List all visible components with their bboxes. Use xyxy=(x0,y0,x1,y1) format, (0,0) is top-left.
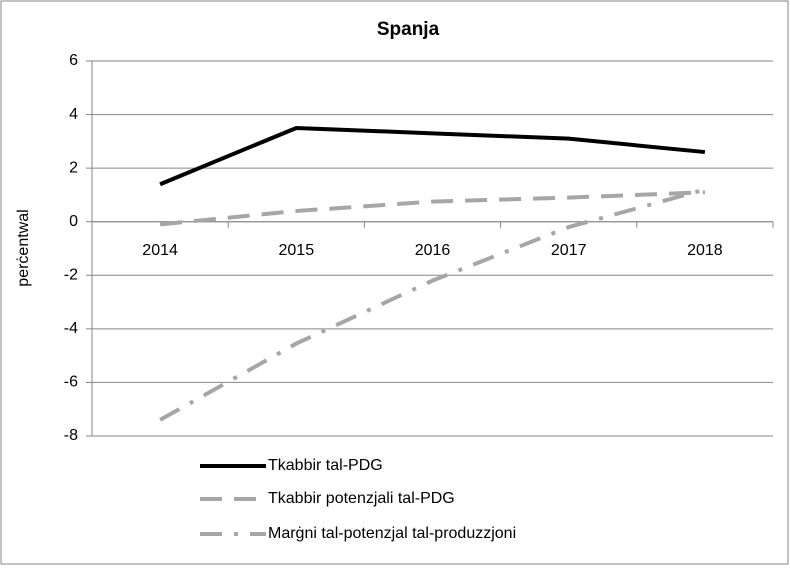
legend-label: Tkabbir potenzjali tal-PDG xyxy=(268,490,455,507)
x-tick-label: 2016 xyxy=(415,242,451,259)
y-axis-label: perċentwal xyxy=(15,209,32,286)
y-tick-label: -4 xyxy=(64,320,78,337)
x-tick-label: 2014 xyxy=(142,242,178,259)
chart-title: Spanja xyxy=(377,19,440,40)
legend-label: Marġni tal-potenzjal tal-produzzjoni xyxy=(268,525,516,542)
line-series xyxy=(159,190,705,227)
y-tick-label: 4 xyxy=(69,106,78,123)
y-tick-label: -8 xyxy=(64,427,78,444)
line-series xyxy=(159,125,706,187)
x-tick-label: 2018 xyxy=(687,242,723,259)
legend-label: Tkabbir tal-PDG xyxy=(268,457,383,474)
line-series xyxy=(159,187,706,422)
y-tick-label: 6 xyxy=(69,52,78,69)
x-tick-label: 2017 xyxy=(551,242,587,259)
y-tick-label: -2 xyxy=(64,267,78,284)
y-tick-label: -6 xyxy=(64,374,78,391)
y-tick-label: 0 xyxy=(69,213,78,230)
x-tick-label: 2015 xyxy=(279,242,315,259)
y-tick-label: 2 xyxy=(69,159,78,176)
